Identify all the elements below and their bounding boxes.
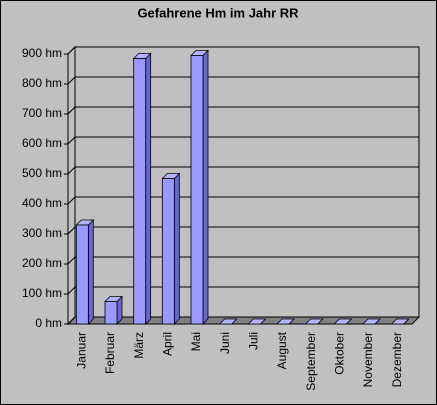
x-tick-label: Juli [247,332,261,350]
y-tick-label: 800 hm [22,76,62,90]
back-wall [74,46,420,318]
x-tick-label: Januar [75,332,89,369]
bar [133,58,147,325]
bar [104,301,118,325]
bar [75,224,89,325]
grid-line [67,76,419,85]
y-tick-label: 500 hm [22,166,62,180]
y-tick-label: 200 hm [22,256,62,270]
bar [190,55,204,325]
x-tick-label: August [275,331,289,369]
x-tick-label: November [361,332,375,387]
grid-line [67,256,419,265]
x-tick-label: Dezember [390,332,404,387]
bar-side [202,49,209,325]
bar-top [333,318,353,325]
side-wall [67,45,76,326]
y-tick-label: 0 hm [35,316,62,330]
y-tick-label: 300 hm [22,226,62,240]
bar-top [304,318,324,325]
bar-top [390,318,410,325]
x-tick-label: Juni [218,332,232,354]
y-tick-label: 100 hm [22,286,62,300]
x-tick-label: Oktober [333,332,347,375]
grid-line [67,316,419,325]
y-tick-label: 400 hm [22,196,62,210]
y-tick-label: 700 hm [22,106,62,120]
x-tick-label: April [161,332,175,356]
grid-line [67,106,419,115]
grid-line [67,136,419,145]
x-tick-label: März [132,332,146,359]
grid-line [67,166,419,175]
bar-top [247,318,267,325]
bar-top [276,318,295,325]
y-tick-label: 600 hm [22,136,62,150]
chart-title: Gefahrene Hm im Jahr RR [137,5,299,20]
grid-line [67,226,419,235]
x-tick-label: Februar [103,332,117,374]
grid-line [67,46,419,55]
grid-line [67,286,419,295]
bar-side [173,172,180,325]
bar-side [145,52,152,325]
grid-line [67,196,419,205]
bar-side [87,219,94,325]
y-tick-label: 900 hm [22,46,62,60]
bar [161,178,175,325]
x-tick-label: September [304,332,318,391]
x-tick-label: Mai [189,332,203,351]
bar-top [218,318,238,325]
bar-top [362,318,381,325]
